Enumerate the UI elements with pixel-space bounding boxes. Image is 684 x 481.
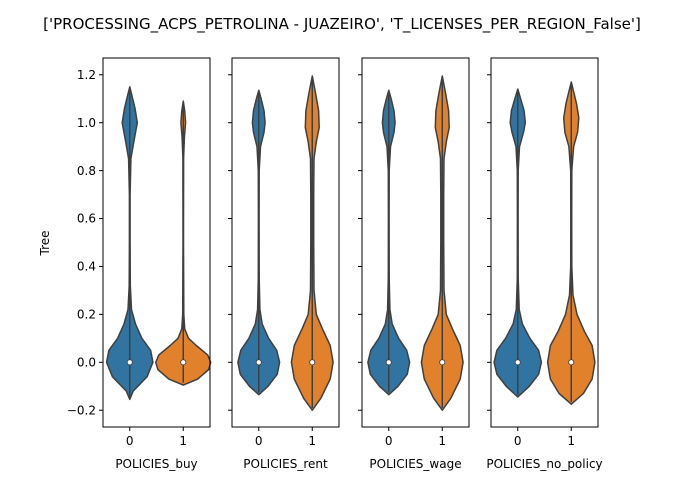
violin-median-POLICIES_wage-0 (385, 359, 392, 366)
x-axis-label-4: POLICIES_no_policy (486, 457, 602, 471)
panel-frame-2 (231, 57, 340, 428)
violin-median-POLICIES_rent-1 (309, 359, 316, 366)
x-tick-label: 1 (438, 434, 446, 448)
panel-4: 0 1 POLICIES_no_policy (486, 57, 603, 471)
y-tick-label: 0.6 (77, 212, 96, 226)
y-tick-label: 1.0 (77, 116, 96, 130)
violin-median-POLICIES_no_policy-0 (514, 359, 521, 366)
y-tick-label: 1.2 (77, 68, 96, 82)
panel-frame-4 (490, 57, 599, 428)
y-tick-label: 0.8 (77, 164, 96, 178)
figure-suptitle: ['PROCESSING_ACPS_PETROLINA - JUAZEIRO',… (43, 15, 641, 34)
violin-median-POLICIES_rent-0 (255, 359, 262, 366)
panel-frame-1 (102, 57, 211, 428)
violin-median-POLICIES_buy-0 (126, 359, 133, 366)
x-tick-label: 0 (255, 434, 263, 448)
x-axis-label-3: POLICIES_wage (369, 457, 461, 471)
x-tick-label: 0 (514, 434, 522, 448)
violin-median-POLICIES_wage-1 (439, 359, 446, 366)
y-tick-label: 0.0 (77, 356, 96, 370)
x-tick-label: 1 (308, 434, 316, 448)
x-tick-label: 0 (126, 434, 134, 448)
panel-frame-3 (361, 57, 470, 428)
panels-group: −0.2 0.0 0.2 0.4 0.6 0.8 1.0 1.2 0 1 POLICIES_buy 0… (67, 57, 603, 471)
x-tick-label: 0 (385, 434, 393, 448)
violin-median-POLICIES_buy-1 (180, 359, 187, 366)
y-tick-label: −0.2 (67, 403, 96, 417)
x-tick-label: 1 (179, 434, 187, 448)
panel-3: 0 1 POLICIES_wage (358, 57, 470, 471)
y-tick-label: 0.2 (77, 308, 96, 322)
violin-median-POLICIES_no_policy-1 (568, 359, 575, 366)
x-axis-label-2: POLICIES_rent (243, 457, 328, 471)
x-tick-label: 1 (567, 434, 575, 448)
y-tick-label: 0.4 (77, 260, 96, 274)
panel-2: 0 1 POLICIES_rent (228, 57, 340, 471)
x-axis-label-1: POLICIES_buy (115, 457, 197, 471)
y-axis-label: Tree (38, 230, 52, 256)
panel-1: −0.2 0.0 0.2 0.4 0.6 0.8 1.0 1.2 0 1 POLICIES_buy (67, 57, 212, 471)
